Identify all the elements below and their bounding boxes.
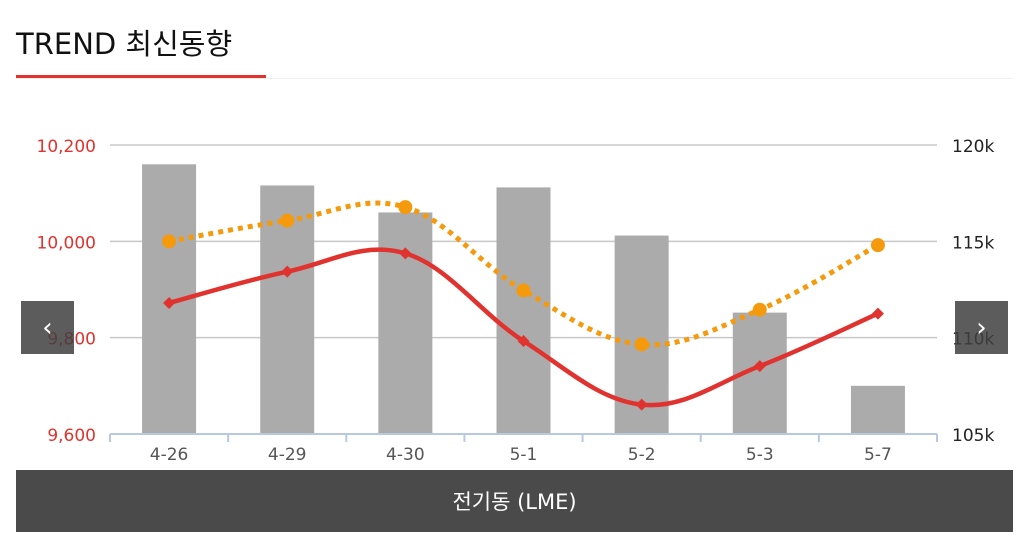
next-button[interactable]: › — [955, 301, 1008, 354]
series-point — [162, 234, 177, 249]
series-point — [753, 360, 766, 373]
series-point — [752, 302, 767, 317]
x-axis-tick-label: 4-29 — [268, 445, 307, 465]
x-axis-tick-label: 4-26 — [150, 445, 189, 465]
page-title: TREND 최신동향 — [16, 27, 233, 61]
footer-label: 전기동 (LME) — [452, 490, 577, 514]
chevron-left-icon: ‹ — [42, 312, 53, 343]
series-point — [870, 238, 885, 253]
series-point — [281, 265, 294, 278]
right-axis-tick-label: 120k — [952, 137, 994, 157]
bar — [496, 187, 551, 434]
axis-layer — [109, 433, 938, 442]
right-axis-tick-label: 115k — [952, 233, 994, 253]
series-point — [516, 283, 531, 298]
series-point — [635, 398, 648, 411]
bar — [850, 385, 905, 434]
left-axis-tick-label: 10,000 — [37, 233, 96, 253]
footer-label-bar[interactable]: 전기동 (LME) — [16, 470, 1013, 532]
x-axis-tick-label: 5-2 — [628, 445, 656, 465]
x-axis-tick-label: 4-30 — [386, 445, 425, 465]
chevron-right-icon: › — [976, 312, 987, 343]
series-point — [163, 296, 176, 309]
left-axis-tick-label: 9,600 — [47, 426, 96, 446]
series-point — [398, 200, 413, 215]
series-point — [634, 337, 649, 352]
left-axis-tick-label: 10,200 — [37, 137, 96, 157]
bar-layer — [142, 164, 905, 434]
x-axis-tick-label: 5-1 — [510, 445, 538, 465]
title-underline — [16, 75, 266, 78]
series-point — [517, 335, 530, 348]
right-axis-tick-label: 105k — [952, 426, 994, 446]
x-axis-tick-label: 5-3 — [746, 445, 774, 465]
series-point — [399, 247, 412, 260]
header: TREND 최신동향 — [16, 0, 1013, 79]
prev-button[interactable]: ‹ — [21, 301, 74, 354]
x-axis-tick-label: 5-7 — [864, 445, 892, 465]
bar — [378, 212, 433, 434]
line-layer — [162, 200, 885, 411]
series-point — [871, 307, 884, 320]
series-point — [280, 213, 295, 228]
